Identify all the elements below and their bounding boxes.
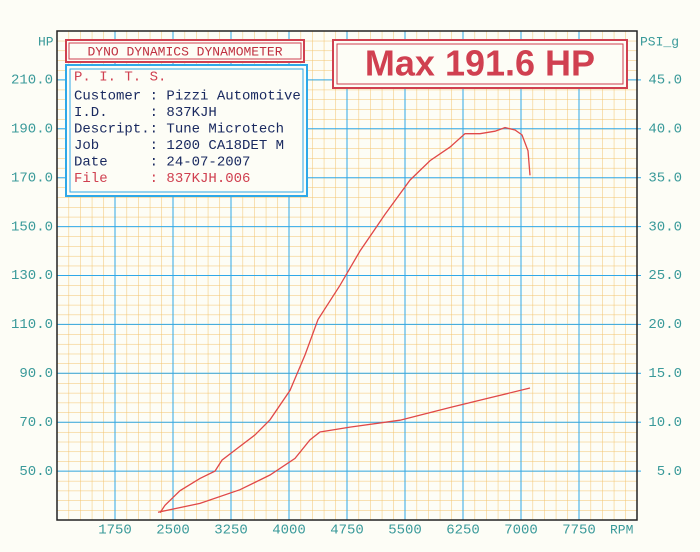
header: DYNO DYNAMICS DYNAMOMETER	[87, 44, 282, 59]
info-row: I.D. : 837KJH	[74, 105, 217, 121]
headline-box	[332, 39, 628, 89]
info-box	[65, 64, 308, 197]
y-tick-label: 170.0	[11, 170, 53, 186]
plot-frame	[56, 30, 638, 521]
y2-tick-label: 5.0	[657, 464, 682, 480]
y-tick-label: 150.0	[11, 219, 53, 235]
y-tick-label: 210.0	[11, 73, 53, 89]
y-tick-label: 50.0	[19, 464, 53, 480]
x-tick-label: 2500	[156, 523, 190, 539]
x-axis-label: RPM	[610, 522, 633, 537]
info-heading: P. I. T. S.	[74, 70, 166, 86]
x-tick-label: 7750	[562, 523, 596, 539]
y-tick-label: 90.0	[19, 366, 53, 382]
y2-tick-label: 25.0	[648, 268, 682, 284]
series	[157, 126, 531, 514]
y2-tick-label: 45.0	[648, 73, 682, 89]
headline: Max 191.6 HP	[365, 43, 595, 84]
info-box-inner	[69, 68, 304, 193]
y2-tick-label: 10.0	[648, 415, 682, 431]
labels: 1750 2500 3250 4000 4750 5500 6250 7000 7750 50.0…	[11, 73, 682, 539]
x-tick-label: 5500	[388, 523, 422, 539]
header-box	[65, 39, 305, 63]
y2-tick-label: 30.0	[648, 219, 682, 235]
y2-axis-label: PSI_g	[640, 34, 679, 49]
headline-box-inner	[336, 43, 624, 85]
info-file: File : 837KJH.006	[74, 171, 250, 187]
x-tick-label: 4000	[272, 523, 306, 539]
x-tick-label: 3250	[214, 523, 248, 539]
y-axis-label: HP	[38, 34, 54, 49]
y2-tick-label: 15.0	[648, 366, 682, 382]
series-line	[157, 387, 531, 513]
info-row: Date : 24-07-2007	[74, 155, 250, 171]
y-tick-label: 110.0	[11, 317, 53, 333]
grid	[57, 31, 641, 520]
info-row: Customer : Pizzi Automotive	[74, 89, 301, 105]
x-tick-label: 7000	[504, 523, 538, 539]
y-tick-label: 190.0	[11, 122, 53, 138]
y2-tick-label: 20.0	[648, 317, 682, 333]
x-tick-label: 4750	[330, 523, 364, 539]
y2-tick-label: 35.0	[648, 170, 682, 186]
y-tick-label: 70.0	[19, 415, 53, 431]
header-box-inner	[68, 42, 302, 60]
info-row: Descript.: Tune Microtech	[74, 122, 284, 138]
x-tick-label: 1750	[98, 523, 132, 539]
series-line	[159, 126, 531, 514]
info-row: Job : 1200 CA18DET M	[74, 138, 284, 154]
y-tick-label: 130.0	[11, 268, 53, 284]
x-tick-label: 6250	[446, 523, 480, 539]
y2-tick-label: 40.0	[648, 122, 682, 138]
